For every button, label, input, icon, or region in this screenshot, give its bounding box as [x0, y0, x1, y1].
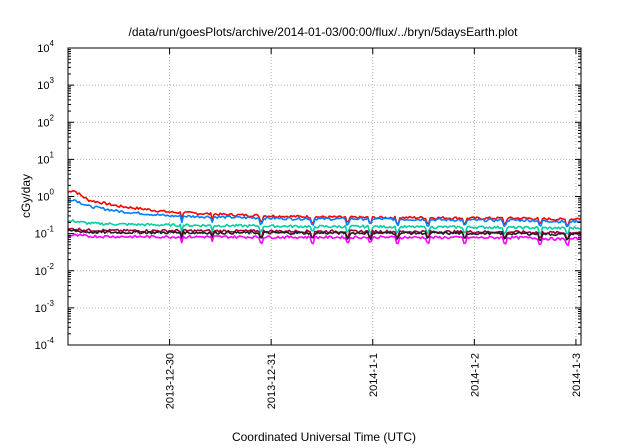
- series-line-2: [67, 199, 582, 228]
- x-tick-label: 2014-1-3: [571, 353, 583, 397]
- plot-frame: [67, 47, 582, 346]
- y-axis-label: cGy/day: [19, 174, 33, 218]
- x-axis-label: Coordinated Universal Time (UTC): [232, 430, 416, 444]
- x-tick-label: 2013-12-31: [266, 353, 278, 409]
- series-line-5: [67, 229, 582, 242]
- series-line-1: [67, 190, 582, 227]
- y-tick-label: 104: [37, 39, 54, 55]
- x-tick-labels: 2013-12-30 2013-12-31 2014-1-1 2014-1-2 2014…: [165, 353, 583, 409]
- series-line-3: [67, 219, 582, 235]
- y-tick-label: 10-3: [35, 299, 55, 315]
- y-tick-label: 103: [37, 76, 54, 92]
- x-tick-label: 2014-1-1: [368, 353, 380, 397]
- x-tick-label: 2013-12-30: [165, 353, 177, 409]
- tick-layer: [68, 47, 581, 346]
- y-tick-label: 101: [37, 150, 54, 166]
- y-tick-label: 10-1: [35, 225, 55, 241]
- y-tick-label: 10-2: [35, 262, 55, 278]
- y-tick-label: 10-4: [35, 336, 55, 352]
- y-tick-label: 102: [37, 113, 54, 129]
- y-tick-labels: 10-4 10-3 10-2 10-1 100 101 102 103 104: [35, 39, 55, 352]
- chart-title: /data/run/goesPlots/archive/2014-01-03/0…: [129, 25, 519, 39]
- series-line-6: [67, 233, 582, 247]
- grid-layer: [68, 48, 581, 345]
- x-tick-label: 2014-1-2: [469, 353, 481, 397]
- y-tick-label: 100: [37, 188, 54, 204]
- series-layer: [67, 190, 582, 247]
